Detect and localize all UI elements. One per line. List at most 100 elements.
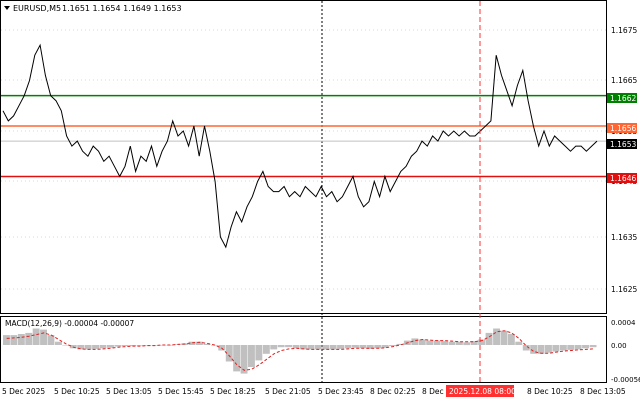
macd-bar — [433, 340, 441, 345]
macd-bar — [485, 332, 493, 345]
macd-bar — [500, 330, 508, 345]
macd-bar — [114, 345, 122, 347]
macd-bar — [32, 328, 40, 345]
time-tick: 5 Dec 2025 — [2, 387, 45, 396]
macd-bar — [559, 345, 567, 351]
macd-bar — [374, 345, 382, 349]
macd-bar — [574, 345, 582, 350]
macd-bar — [307, 345, 315, 350]
macd-bar — [292, 345, 300, 349]
macd-bar — [366, 345, 374, 349]
macd-bar — [396, 343, 404, 345]
bid-level-value: 1.1653 — [610, 140, 636, 149]
macd-bar — [329, 345, 337, 350]
macd-bar — [25, 332, 33, 345]
macd-bar — [62, 345, 70, 346]
macd-bar — [240, 345, 248, 374]
level-lines — [1, 94, 606, 178]
price-tick: 1.1625 — [611, 285, 637, 294]
macd-bar — [463, 342, 471, 346]
macd-panel-frame — [0, 316, 607, 383]
grid — [1, 29, 606, 290]
time-axis[interactable]: 5 Dec 2025 5 Dec 10:25 5 Dec 13:05 5 Dec… — [2, 385, 626, 397]
time-cursor-tag — [446, 385, 514, 397]
macd-bar — [507, 334, 515, 345]
macd-bar — [515, 341, 523, 345]
macd-bar — [426, 340, 434, 345]
time-tick: 8 Dec 10:25 — [527, 387, 573, 396]
macd-bar — [455, 341, 463, 345]
macd-bar — [92, 345, 99, 349]
macd-bar — [337, 345, 344, 349]
macd-bar — [277, 345, 285, 348]
time-cursor-label: 2025.12.08 08:00 — [449, 387, 516, 396]
red-level-tag — [607, 173, 637, 183]
macd-bar — [441, 341, 448, 345]
macd-bar — [582, 345, 589, 349]
time-tick: 5 Dec 18:25 — [210, 387, 256, 396]
macd-bar — [158, 345, 166, 346]
macd-bar — [352, 345, 359, 348]
time-tick: 8 Dec 13:05 — [580, 387, 626, 396]
macd-bar — [3, 335, 10, 345]
macd-bar — [173, 344, 181, 345]
price-axis[interactable]: 1.1675 1.1665 1.1655 1.1645 1.1635 1.162… — [611, 26, 637, 294]
macd-bar — [121, 345, 129, 347]
macd-bar — [470, 341, 478, 345]
macd-bar — [248, 345, 255, 367]
macd-bar — [322, 345, 330, 350]
macd-bar — [129, 345, 137, 347]
macd-bar — [359, 345, 367, 349]
macd-bar — [262, 345, 270, 354]
time-tick: 5 Dec 23:45 — [318, 387, 364, 396]
macd-bar — [84, 345, 92, 350]
ohlc-values: 1.1651 1.1654 1.1649 1.1653 — [62, 4, 182, 13]
orange-level-value: 1.1656 — [610, 124, 636, 133]
macd-bar — [77, 345, 85, 350]
bid-level-tag — [607, 139, 637, 149]
macd-tick: 0.0004 — [611, 319, 636, 327]
macd-bar — [537, 345, 545, 354]
macd-bar — [448, 341, 456, 345]
time-tick: 5 Dec 15:45 — [158, 387, 204, 396]
macd-bar — [314, 345, 322, 350]
time-tick: 5 Dec 10:25 — [54, 387, 100, 396]
macd-bar — [203, 343, 211, 345]
macd-bar — [47, 335, 55, 345]
macd-bar — [225, 345, 233, 362]
macd-bar — [545, 345, 552, 353]
macd-bar — [552, 345, 560, 352]
macd-bar — [107, 345, 114, 348]
main-panel-frame — [0, 0, 607, 314]
macd-bar — [411, 338, 419, 345]
macd-tick: -0.00056 — [611, 376, 640, 384]
macd-bar — [300, 345, 307, 350]
time-tick: 5 Dec 13:05 — [106, 387, 152, 396]
green-level-tag — [607, 93, 637, 103]
macd-bar — [522, 345, 530, 351]
macd-bar — [188, 341, 196, 345]
macd-bar — [136, 345, 144, 346]
macd-bar — [17, 334, 25, 345]
macd-bar — [270, 345, 278, 350]
triangle-down-icon[interactable] — [4, 6, 10, 10]
macd-bar — [99, 345, 107, 349]
macd-label: MACD(12,26,9) -0.00004 -0.00007 — [5, 319, 134, 328]
macd-bar — [493, 328, 500, 345]
macd-bar — [40, 329, 47, 345]
macd-bar — [233, 345, 241, 372]
macd-bar — [530, 345, 538, 354]
macd-bar — [55, 341, 62, 345]
macd-bar — [567, 345, 575, 350]
macd-bar — [418, 339, 426, 345]
symbol-label: EURUSD,M5 — [13, 4, 61, 13]
orange-level-tag — [607, 123, 637, 133]
macd-bar — [389, 345, 396, 347]
macd-bar — [478, 339, 486, 345]
price-tick: 1.1675 — [611, 26, 637, 35]
macd-bar — [285, 345, 292, 348]
macd-tick: 0.00 — [611, 342, 627, 350]
red-level-value: 1.1646 — [610, 174, 636, 183]
macd-bar — [196, 341, 203, 345]
